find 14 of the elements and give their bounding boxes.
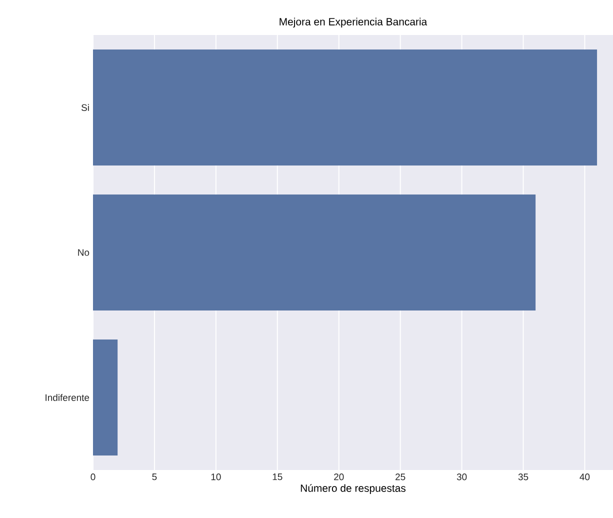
x-tick-label: 20 [334, 474, 344, 480]
y-tick-label: Indiferente [46, 394, 90, 401]
x-tick-label: 15 [272, 474, 282, 480]
x-tick-label: 10 [211, 474, 221, 480]
x-tick-label: 25 [396, 474, 406, 480]
x-tick-label: 0 [90, 474, 96, 480]
y-tick-label: Si [82, 104, 89, 111]
y-tick-label: No [78, 249, 90, 256]
x-tick-label: 5 [152, 474, 157, 480]
chart-title: Mejora en Experiencia Bancaria [280, 18, 428, 28]
x-tick-label: 30 [456, 474, 467, 480]
x-axis-title: Número de respuestas [300, 484, 406, 494]
x-tick-label: 35 [518, 474, 528, 480]
x-tick-label: 40 [580, 474, 590, 480]
